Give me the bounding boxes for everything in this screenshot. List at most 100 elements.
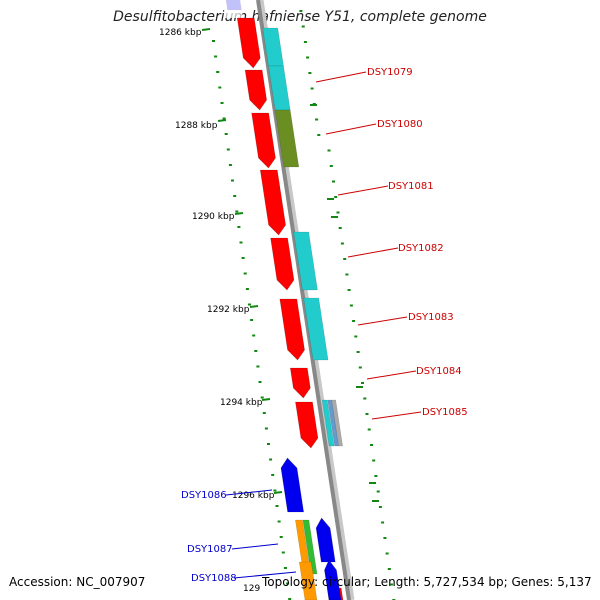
cog-feature[interactable] [321,399,335,447]
gc-tick [363,397,367,400]
gene-label[interactable]: DSY1080 [377,119,423,130]
scale-label: 1296 kbp [232,491,275,501]
gc-tick [283,567,287,569]
gc-tick [250,319,254,321]
map-title: Desulfitobacterium hafniense Y51, comple… [113,9,487,25]
forward-gene[interactable] [295,401,319,449]
cog-feature[interactable] [298,561,318,600]
gc-tick [332,180,335,183]
gc-tick [252,334,256,337]
gc-tick [262,412,266,414]
topology-label: Topology: circular; Length: 5,727,534 bp… [262,575,592,589]
gc-tick [310,104,317,106]
forward-gene[interactable] [244,69,267,111]
scale-label: 1294 kbp [220,398,263,408]
cog-feature[interactable] [293,231,318,291]
scale-label: 129 [243,584,260,594]
gc-tick [235,210,239,213]
gene-label[interactable]: DSY1083 [408,312,454,323]
gc-tick [216,71,220,73]
gc-tick [303,41,307,43]
gc-tick [385,552,389,555]
gene-labels: DSY1079 DSY1080 DSY1081 DSY1082 DSY1083 … [181,67,468,584]
gc-tick [390,583,394,586]
gc-tick [267,443,270,445]
gc-tick [254,350,258,352]
gc-tick [218,86,222,89]
gene-track [224,0,344,600]
cog-feature[interactable] [303,297,329,361]
gc-tick [345,273,349,276]
forward-gene[interactable] [251,112,276,169]
gc-tick [334,196,338,198]
gene-label[interactable]: DSY1082 [398,243,444,254]
forward-gene[interactable] [289,367,311,399]
gene-label[interactable]: DSY1084 [416,366,462,377]
cog-feature[interactable] [274,109,300,168]
forward-gene[interactable] [270,237,295,291]
gc-tick [275,505,279,507]
gc-tick [233,195,237,197]
gc-tick [374,475,378,477]
gc-tick [212,40,215,42]
reverse-gene[interactable] [324,559,342,600]
gc-tick [340,242,344,245]
gc-tick [361,382,364,384]
gene-label[interactable]: DSY1081 [388,181,434,192]
gc-tick [381,521,385,524]
cog-track [262,27,343,600]
gc-tick [329,165,333,167]
gc-tick [279,536,283,538]
gc-tick [243,272,247,275]
gc-tick [258,381,262,383]
scale-labels: 1286 kbp 1288 kbp 1290 kbp 1292 kbp 1294… [159,28,275,594]
gc-tick [269,458,273,461]
gc-tick [228,164,232,166]
gene-label[interactable]: DSY1085 [422,407,468,418]
gc-tick [271,474,275,476]
gc-tick [273,489,277,492]
gc-tick [264,427,268,430]
forward-gene[interactable] [279,298,305,361]
scale-label: 1290 kbp [192,212,235,222]
gc-tick [222,117,226,120]
gc-tick [231,179,234,182]
gc-tick [214,55,218,58]
gc-content-track [212,10,396,600]
gene-label[interactable]: DSY1079 [367,67,413,78]
gc-tick [226,148,230,151]
cog-feature[interactable] [302,519,318,575]
gene-label[interactable]: DSY1088 [191,573,237,584]
gc-tick [383,537,387,539]
accession-label: Accession: NC_007907 [9,575,146,589]
cog-feature[interactable] [331,399,343,447]
gene-label[interactable]: DSY1086 [181,490,227,501]
reverse-gene[interactable] [315,517,336,563]
gc-tick [378,506,382,508]
gc-tick [281,551,285,554]
gc-tick [387,568,391,570]
gc-tick [286,582,290,585]
gc-tick [356,386,363,388]
gc-tick [256,365,260,368]
gc-tick [352,320,356,322]
gc-tick [358,366,362,369]
gc-tick [338,227,342,229]
gc-tick [331,216,338,218]
reverse-gene[interactable] [280,457,305,513]
scale-ticks [201,28,283,494]
gc-tick [356,351,360,353]
label-leaders [225,71,422,579]
gene-label[interactable]: DSY1087 [187,544,233,555]
gc-tick [315,118,319,121]
gc-tick [288,598,292,600]
gc-tick [248,303,251,306]
forward-gene[interactable] [259,169,286,236]
backbone [256,0,351,600]
fade-overlay [224,0,242,18]
scale-label: 1288 kbp [175,121,218,131]
gc-tick [220,102,224,104]
forward-gene[interactable] [236,17,261,69]
gc-tick [299,10,303,12]
